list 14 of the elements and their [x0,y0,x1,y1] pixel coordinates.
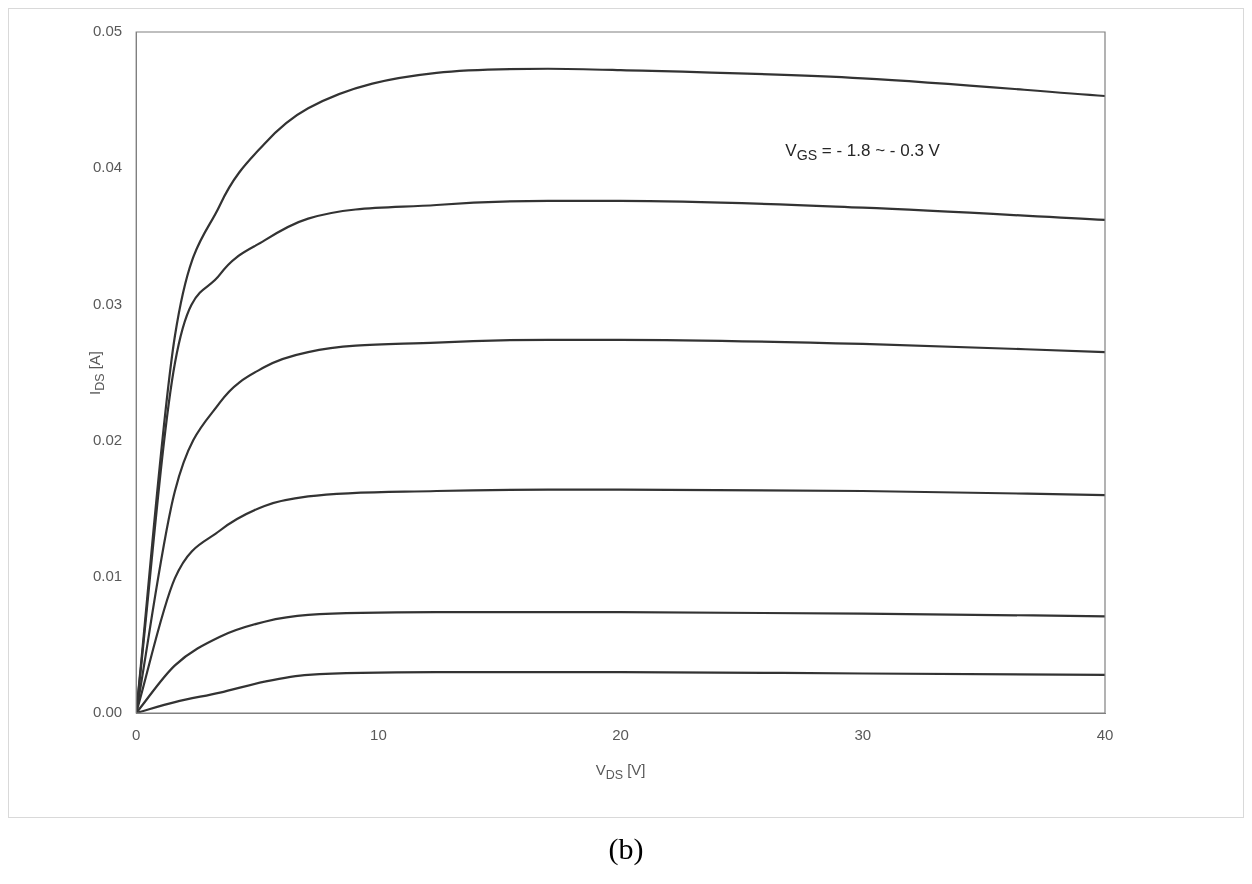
y-tick-label: 0.03 [92,294,123,312]
y-tick-label: 0.04 [92,158,123,176]
x-tick-label: 10 [370,726,387,744]
x-tick-label: 0 [132,726,141,744]
y-tick-label: 0.01 [92,566,123,584]
text: (b) [607,832,645,866]
x-tick-label: 40 [1096,726,1114,744]
y-tick-label: 0.05 [92,22,123,40]
x-tick-label: 30 [854,726,872,744]
x-tick-label: 20 [612,726,629,744]
x-axis-title: V$_{DS}$ [V] [594,761,647,782]
y-tick-label: 0.02 [92,430,123,448]
y-tick-label: 0.00 [92,703,123,721]
annotation: V$_{GS}$ = - 1.8 ~ - 0.3 V [785,140,940,164]
